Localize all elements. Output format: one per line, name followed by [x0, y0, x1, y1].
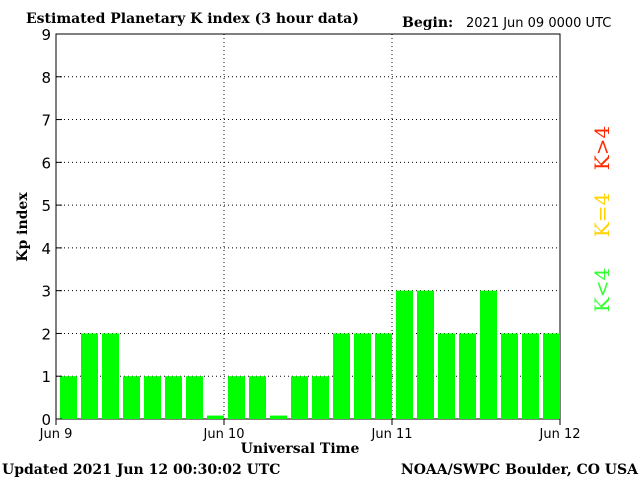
kp-bar: [165, 376, 182, 419]
x-tick-labels: Jun 9 Jun 10 Jun 11 Jun 12: [39, 419, 581, 442]
kp-bar: [501, 333, 518, 419]
y-tick-label: 3: [41, 283, 51, 301]
source-label: NOAA/SWPC Boulder, CO USA: [401, 462, 639, 478]
kp-bar: [123, 376, 140, 419]
kp-bar: [396, 290, 413, 419]
y-tick-label: 0: [41, 411, 51, 429]
kp-bar: [81, 333, 98, 419]
y-tick-label: 5: [41, 197, 51, 215]
y-tick-label: 8: [41, 69, 51, 87]
updated-text: Updated 2021 Jun 12 00:30:02 UTC: [2, 462, 280, 478]
kp-bar: [60, 376, 77, 419]
kp-bar: [459, 333, 476, 419]
x-tick-label: Jun 9: [39, 427, 73, 442]
kp-bar: [543, 333, 560, 419]
kp-bar: [438, 333, 455, 419]
y-axis-label: Kp index: [15, 192, 31, 262]
kp-bar: [102, 333, 119, 419]
bars-group: [60, 290, 560, 419]
y-tick-label: 7: [41, 112, 51, 130]
x-tick-label: Jun 12: [539, 427, 581, 442]
kp-bar: [186, 376, 203, 419]
x-tick-label: Jun 10: [203, 427, 245, 442]
y-tick-label: 6: [41, 154, 51, 172]
begin-label: Begin:: [402, 15, 453, 31]
kp-bar: [291, 376, 308, 419]
y-tick-label: 9: [41, 26, 51, 44]
y-tick-label: 1: [41, 368, 51, 386]
y-tick-label: 2: [41, 325, 51, 343]
legend-k-equal-4: K=4: [590, 193, 614, 237]
kp-bar: [480, 290, 497, 419]
kp-bar: [375, 333, 392, 419]
kp-bar: [249, 376, 266, 419]
kp-bar: [207, 415, 224, 419]
kp-bar: [333, 333, 350, 419]
updated-label: Updated 2021 Jun 12 00:30:02 UTC: [2, 462, 280, 478]
kp-bar: [228, 376, 245, 419]
x-axis-label: Universal Time: [241, 441, 360, 457]
kp-bar: [144, 376, 161, 419]
legend-k-less-4: K<4: [590, 268, 614, 312]
kp-bar: [354, 333, 371, 419]
y-tick-label: 4: [41, 240, 51, 258]
kp-bar: [270, 415, 287, 419]
x-tick-label: Jun 11: [371, 427, 413, 442]
begin-value: 2021 Jun 09 0000 UTC: [466, 16, 611, 31]
legend-k-greater-4: K>4: [590, 126, 614, 170]
kp-bar: [522, 333, 539, 419]
kp-bar: [312, 376, 329, 419]
chart-title: Estimated Planetary K index (3 hour data…: [26, 11, 359, 27]
kp-bar: [417, 290, 434, 419]
y-tick-labels: 0 1 2 3 4 5 6 7 8 9: [41, 26, 62, 429]
